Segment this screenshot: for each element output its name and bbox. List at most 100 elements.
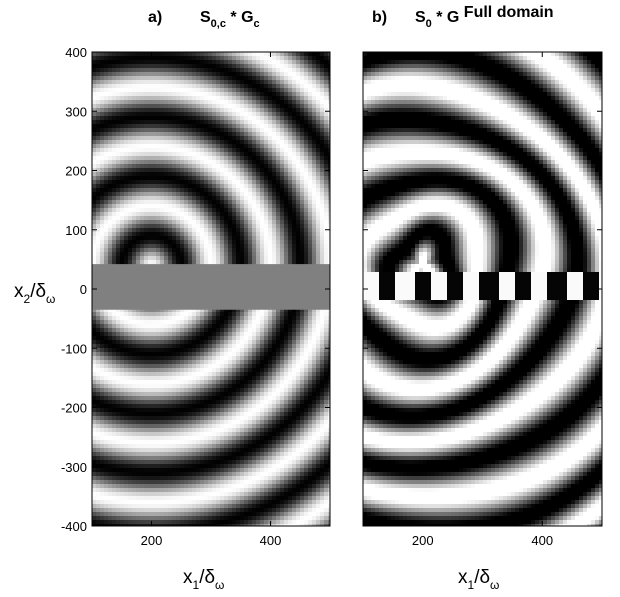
heatmap-cell — [136, 180, 141, 185]
heatmap-cell — [260, 88, 265, 93]
heatmap-cell — [328, 52, 330, 57]
heatmap-cell — [120, 188, 125, 193]
heatmap-cell — [264, 364, 269, 369]
heatmap-cell — [328, 352, 330, 357]
heatmap-cell — [188, 188, 193, 193]
heatmap-cell — [292, 204, 297, 209]
heatmap-cell — [132, 364, 137, 369]
heatmap-cell — [140, 248, 145, 253]
heatmap-cell — [304, 260, 309, 265]
heatmap-cell — [96, 144, 101, 149]
heatmap-cell — [208, 252, 213, 257]
heatmap-cell — [176, 76, 181, 81]
heatmap-cell — [92, 124, 97, 129]
heatmap-cell — [140, 64, 145, 69]
heatmap-cell — [108, 92, 113, 97]
heatmap-cell — [104, 96, 109, 101]
heatmap-cell — [296, 252, 301, 257]
heatmap-cell — [148, 168, 153, 173]
heatmap-cell — [184, 368, 189, 373]
heatmap-cell — [252, 184, 257, 189]
heatmap-cell — [188, 100, 193, 105]
heatmap-cell — [244, 108, 249, 113]
heatmap-cell — [204, 164, 209, 169]
heatmap-cell — [272, 312, 277, 317]
heatmap-cell — [256, 252, 261, 257]
heatmap-cell — [220, 68, 225, 73]
heatmap-cell — [284, 212, 289, 217]
heatmap-cell — [128, 240, 133, 245]
heatmap-cell — [220, 312, 225, 317]
heatmap-cell — [228, 132, 233, 137]
heatmap-cell — [100, 204, 105, 209]
heatmap-cell — [276, 380, 281, 385]
heatmap-cell — [324, 220, 329, 225]
heatmap-cell — [300, 344, 305, 349]
heatmap-cell — [120, 196, 125, 201]
heatmap-cell — [152, 216, 157, 221]
heatmap-cell — [300, 216, 305, 221]
heatmap-cell — [112, 188, 117, 193]
heatmap-cell — [136, 232, 141, 237]
heatmap-cell — [312, 120, 317, 125]
heatmap-cell — [108, 176, 113, 181]
heatmap-cell — [304, 112, 309, 117]
heatmap-cell — [152, 244, 157, 249]
heatmap-cell — [300, 224, 305, 229]
heatmap-cell — [168, 120, 173, 125]
heatmap-cell — [240, 224, 245, 229]
heatmap-cell — [228, 368, 233, 373]
heatmap-cell — [120, 260, 125, 265]
heatmap-cell — [212, 220, 217, 225]
heatmap-cell — [320, 176, 325, 181]
heatmap-cell — [144, 188, 149, 193]
heatmap-cell — [308, 352, 313, 357]
heatmap-cell — [148, 212, 153, 217]
heatmap-cell — [148, 372, 153, 377]
heatmap-cell — [140, 116, 145, 121]
heatmap-cell — [200, 328, 205, 333]
heatmap-cell — [248, 228, 253, 233]
heatmap-cell — [232, 228, 237, 233]
heatmap-cell — [112, 348, 117, 353]
heatmap-cell — [104, 180, 109, 185]
heatmap-cell — [168, 224, 173, 229]
heatmap-cell — [144, 116, 149, 121]
heatmap-cell — [316, 132, 321, 137]
heatmap-cell — [92, 160, 97, 165]
heatmap-cell — [128, 360, 133, 365]
heatmap-cell — [104, 112, 109, 117]
heatmap-cell — [220, 120, 225, 125]
heatmap-cell — [204, 88, 209, 93]
heatmap-cell — [192, 124, 197, 129]
heatmap-cell — [92, 232, 97, 237]
heatmap-cell — [220, 336, 225, 341]
heatmap-cell — [316, 92, 321, 97]
heatmap-cell — [316, 188, 321, 193]
heatmap-cell — [176, 328, 181, 333]
heatmap-cell — [208, 340, 213, 345]
heatmap-cell — [208, 228, 213, 233]
heatmap-cell — [192, 208, 197, 213]
heatmap-cell — [264, 124, 269, 129]
heatmap-cell — [296, 316, 301, 321]
heatmap-cell — [140, 204, 145, 209]
heatmap-cell — [308, 132, 313, 137]
heatmap-cell — [108, 348, 113, 353]
heatmap-cell — [268, 96, 273, 101]
heatmap-cell — [204, 228, 209, 233]
heatmap-cell — [92, 68, 97, 73]
heatmap-cell — [196, 120, 201, 125]
heatmap-cell — [148, 324, 153, 329]
heatmap-cell — [108, 116, 113, 121]
heatmap-cell — [304, 240, 309, 245]
heatmap-cell — [236, 344, 241, 349]
heatmap-cell — [128, 248, 133, 253]
heatmap-cell — [308, 152, 313, 157]
heatmap-cell — [280, 152, 285, 157]
heatmap-cell — [160, 340, 165, 345]
heatmap-cell — [300, 164, 305, 169]
heatmap-cell — [252, 320, 257, 325]
heatmap-cell — [244, 104, 249, 109]
heatmap-cell — [284, 228, 289, 233]
